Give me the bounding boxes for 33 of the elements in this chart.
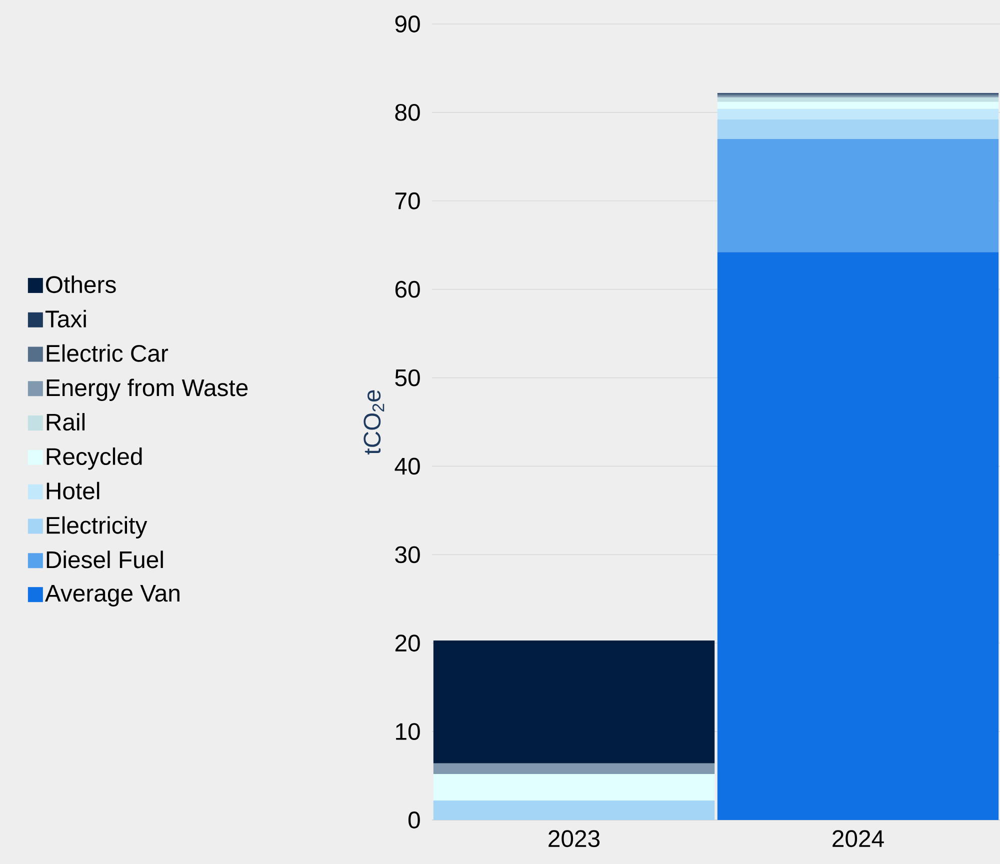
y-tick-label: 20 [395, 634, 420, 652]
legend-label: Others [46, 276, 116, 294]
y-tick-label: 80 [395, 104, 420, 121]
legend-label: Electric Car [46, 344, 168, 362]
bar [433, 774, 715, 801]
bar [717, 102, 999, 109]
bar [433, 763, 715, 774]
legend-label: Diesel Fuel [46, 550, 163, 568]
bar [717, 252, 999, 820]
bar [717, 97, 999, 102]
legend-label: Energy from Waste [46, 378, 248, 401]
x-tick-label: 2023 [548, 830, 600, 848]
legend-label: Hotel [46, 482, 100, 500]
y-tick-label: 10 [396, 723, 420, 740]
y-tick-label: 60 [395, 280, 420, 298]
x-tick-label: 2024 [832, 830, 884, 848]
y-tick-label: 70 [395, 192, 420, 210]
legend-label: Average Van [44, 585, 180, 606]
legend-label: Recycled [46, 447, 142, 470]
y-tick-label: 0 [408, 812, 420, 828]
legend-label: Taxi [45, 310, 86, 328]
bar [717, 120, 999, 139]
y-tick-label: 50 [395, 369, 420, 386]
legend-label: Electricity [46, 516, 148, 539]
y-tick-label: 90 [395, 16, 420, 32]
bar [433, 800, 715, 820]
bar [717, 108, 999, 120]
bar [433, 640, 715, 764]
y-axis-title: tCO$_{2}$e [364, 390, 384, 454]
legend-label: Rail [46, 413, 85, 431]
y-tick-label: 30 [395, 546, 420, 564]
y-tick-label: 40 [394, 458, 420, 475]
bar [717, 138, 999, 252]
